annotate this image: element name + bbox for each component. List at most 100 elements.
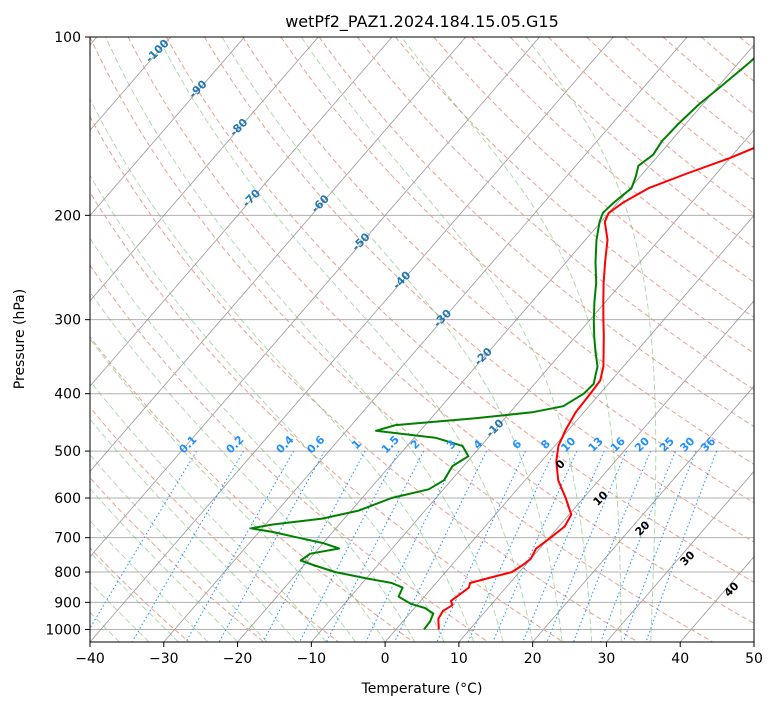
dry-adiabat-line [357, 37, 754, 391]
moist-adiabat-label: 40 [722, 579, 742, 599]
moist-adiabat-line [90, 338, 356, 642]
dry-adiabat-line [90, 115, 639, 642]
y-axis-ticks: 1000 900 800 700 600 500 400 300 200 100 [45, 30, 90, 638]
dry-adiabat-line [700, 37, 754, 82]
mixing-ratio-line [131, 450, 244, 642]
y-tick-label: 400 [54, 387, 81, 403]
mixing-ratio-label: 1 [349, 437, 364, 452]
plot-frame [89, 36, 755, 643]
dry-adiabat-line [242, 37, 754, 504]
moist-adiabat-line [301, 37, 593, 642]
moist-adiabat-line [90, 97, 475, 642]
mixing-ratio-line [299, 450, 400, 642]
mixing-ratio-line [645, 450, 718, 642]
dry-adiabat-line [127, 37, 754, 624]
x-axis-label: Temperature (°C) [361, 681, 483, 697]
mixing-ratio-label: 13 [586, 435, 606, 455]
dewpoint-profile-line [250, 56, 754, 631]
x-tick-label: −40 [75, 651, 105, 667]
moist-adiabat-line [90, 581, 150, 642]
moist-adiabat-label: 10 [591, 488, 611, 508]
mixing-ratio-line [622, 450, 697, 642]
x-tick-label: −20 [223, 651, 253, 667]
mixing-ratio-line [492, 450, 578, 642]
moist-adiabat-line [525, 37, 657, 642]
y-tick-label: 600 [54, 491, 81, 507]
x-tick-label: 40 [671, 651, 689, 667]
y-tick-label: 900 [54, 595, 81, 611]
y-tick-label: 100 [54, 30, 81, 46]
x-tick-label: 20 [524, 651, 542, 667]
plot-area: -100-90-80-70 -60-50-40-30-20-100.1 0.2 0.4… [90, 37, 754, 642]
x-axis-ticks: −40 −30 −20 −10 0 10 20 30 40 50 [75, 642, 763, 667]
mixing-ratio-line [436, 450, 526, 642]
mixing-ratio-line [262, 450, 366, 642]
mixing-ratio-label: 6 [510, 437, 525, 452]
isotherm-line [606, 470, 754, 642]
y-tick-label: 500 [54, 444, 81, 460]
isotherm-line [679, 556, 754, 642]
x-tick-label: 10 [450, 651, 468, 667]
moist-adiabat-line [90, 174, 445, 642]
mixing-ratio-label: 3 [444, 437, 459, 452]
isotherm-line [90, 37, 393, 387]
isotherm-line [532, 385, 754, 642]
mixing-ratio-line [573, 450, 652, 642]
moist-adiabat-line [90, 454, 268, 642]
isotherm-line [458, 300, 754, 642]
dry-adiabat-line [90, 335, 414, 642]
y-tick-label: 200 [54, 208, 81, 224]
x-tick-label: −10 [297, 651, 327, 667]
moist-adiabat-label: 30 [678, 548, 698, 568]
moist-adiabat-line [90, 551, 179, 642]
mixing-ratio-line [185, 450, 295, 642]
mixing-ratio-label: 4 [471, 437, 486, 452]
y-tick-label: 700 [54, 531, 81, 547]
line-labels: -100-90-80-70 -60-50-40-30-20-100.1 0.2 0.4… [143, 37, 742, 600]
dry-adiabat-line [739, 37, 754, 50]
moist-adiabat-label: 0 [553, 457, 568, 472]
isotherm-line [90, 37, 540, 558]
isotherm-line [90, 37, 245, 217]
dry-adiabat-line [204, 37, 754, 543]
x-tick-label: 0 [381, 651, 390, 667]
mixing-ratio-label: 8 [538, 437, 553, 452]
isotherm-line [237, 44, 754, 642]
mixing-ratio-line [325, 450, 425, 642]
moist-adiabat-line [157, 37, 534, 642]
dry-adiabat-line [90, 191, 564, 642]
y-tick-label: 800 [54, 565, 81, 581]
moist-adiabat-line [90, 418, 297, 642]
dry-adiabat-line [90, 37, 713, 642]
isotherm-line [384, 214, 754, 642]
dry-adiabat-line [318, 37, 754, 428]
moist-adiabat-line [90, 291, 386, 642]
mixing-ratio-label: 0.6 [304, 433, 327, 456]
isotherm-line [90, 37, 614, 642]
dry-adiabat-line [433, 37, 754, 318]
sounding-profiles [250, 56, 754, 631]
isotherm-line [90, 37, 467, 473]
x-tick-label: 30 [598, 651, 616, 667]
isobar-grid [90, 37, 754, 630]
moist-adiabat-line [90, 380, 327, 642]
dry-adiabat-line [548, 37, 754, 214]
moist-adiabats [90, 37, 657, 642]
dry-adiabat-line [395, 37, 754, 354]
mixing-ratio-lines [90, 450, 718, 642]
mixing-ratio-line [522, 450, 605, 642]
moist-adiabat-line [105, 37, 504, 642]
mixing-ratio-line [394, 450, 488, 642]
moist-adiabat-label: 20 [633, 518, 653, 538]
moist-adiabat-line [90, 237, 416, 642]
moist-adiabat-line [221, 37, 563, 642]
temperature-profile-line [437, 146, 754, 630]
mixing-ratio-line [90, 450, 198, 630]
mixing-ratio-line [546, 450, 627, 642]
mixing-ratio-label: 0.2 [224, 433, 247, 456]
mixing-ratio-label: 20 [632, 434, 652, 454]
dry-adiabat-line [509, 37, 754, 249]
dry-adiabats [90, 37, 754, 642]
y-axis-label: Pressure (hPa) [12, 289, 28, 389]
